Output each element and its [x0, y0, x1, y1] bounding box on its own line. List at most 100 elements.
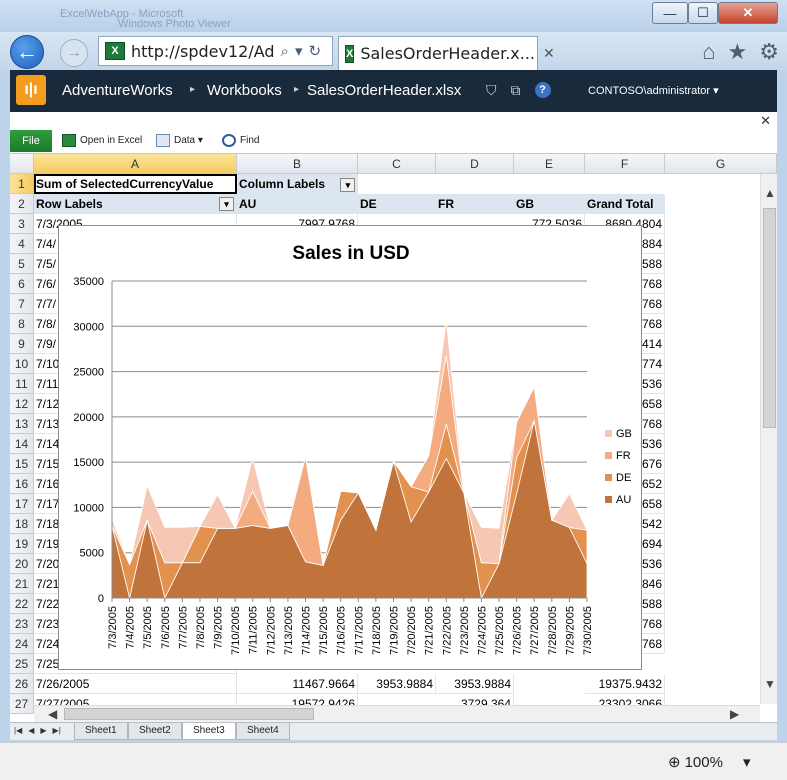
row-header-6[interactable]: 6: [10, 274, 34, 294]
row-header-5[interactable]: 5: [10, 254, 34, 274]
cell-a1[interactable]: Sum of SelectedCurrencyValue: [34, 174, 237, 194]
cell-c2[interactable]: DE: [358, 194, 436, 214]
row-header-20[interactable]: 20: [10, 554, 34, 574]
row-header-22[interactable]: 22: [10, 594, 34, 614]
column-header-c[interactable]: C: [358, 154, 436, 174]
row-label-cell[interactable]: 7/26/2005: [34, 674, 237, 694]
row-header-13[interactable]: 13: [10, 414, 34, 434]
sales-chart[interactable]: Sales in USD 0 5000 10000 15000 20000 25000 30…: [58, 225, 642, 670]
cell-b1[interactable]: Column Labels ▾: [237, 174, 358, 194]
maximize-button[interactable]: ☐: [688, 2, 718, 24]
address-text[interactable]: http://spdev12/Ad: [131, 41, 275, 61]
row-header-21[interactable]: 21: [10, 574, 34, 594]
select-all-corner[interactable]: [10, 154, 34, 174]
vertical-scroll-thumb[interactable]: [763, 208, 776, 428]
row-header-24[interactable]: 24: [10, 634, 34, 654]
forward-button[interactable]: →: [60, 39, 88, 67]
row-header-27[interactable]: 27: [10, 694, 34, 714]
help-icon[interactable]: ?: [534, 82, 551, 98]
refresh-icon[interactable]: ↻: [308, 43, 322, 60]
horizontal-scroll-thumb[interactable]: [64, 708, 314, 720]
cell-e2[interactable]: GB: [514, 194, 585, 214]
horizontal-scrollbar[interactable]: ◀ ▶: [34, 705, 760, 722]
favorites-icon[interactable]: ★: [727, 39, 748, 64]
row-header-14[interactable]: 14: [10, 434, 34, 454]
sheet-nav: |◀ ◀ ▶ ▶|: [14, 726, 61, 735]
row-header-15[interactable]: 15: [10, 454, 34, 474]
row-header-26[interactable]: 26: [10, 674, 34, 694]
cell-d2[interactable]: FR: [436, 194, 514, 214]
row-header-2[interactable]: 2: [10, 194, 34, 214]
vertical-scrollbar[interactable]: ▲ ▼: [760, 174, 777, 704]
next-sheet-icon[interactable]: ▶: [40, 726, 47, 735]
data-menu-button[interactable]: Data ▾: [156, 134, 203, 147]
column-header-g[interactable]: G: [665, 154, 777, 174]
zoom-control[interactable]: ⊕ 100% ▾: [668, 753, 751, 772]
column-filter-icon[interactable]: ▾: [340, 177, 356, 192]
back-button[interactable]: ←: [10, 35, 44, 69]
row-header-19[interactable]: 19: [10, 534, 34, 554]
row-header-3[interactable]: 3: [10, 214, 34, 234]
cell-a2[interactable]: Row Labels ▾: [34, 194, 237, 214]
sheet-tab-1[interactable]: Sheet1: [74, 723, 128, 740]
tools-gear-icon[interactable]: ⚙: [759, 39, 779, 64]
ribbon-close-icon[interactable]: ✕: [760, 113, 771, 128]
row-header-25[interactable]: 25: [10, 654, 34, 674]
scroll-down-icon[interactable]: ▼: [764, 677, 776, 691]
row-header-10[interactable]: 10: [10, 354, 34, 374]
browser-tab[interactable]: X SalesOrderHeader.x... ✕: [338, 36, 555, 70]
column-header-d[interactable]: D: [436, 154, 514, 174]
last-sheet-icon[interactable]: ▶|: [52, 726, 61, 735]
user-menu[interactable]: CONTOSO\administrator ▾: [588, 85, 719, 97]
row-header-1[interactable]: 1: [10, 174, 34, 194]
address-bar[interactable]: X http://spdev12/Ad ⌕ ▾ ↻: [98, 36, 333, 66]
column-header-b[interactable]: B: [237, 154, 358, 174]
scroll-up-icon[interactable]: ▲: [764, 186, 776, 200]
close-window-button[interactable]: ✕: [718, 2, 778, 24]
prev-sheet-icon[interactable]: ◀: [28, 726, 35, 735]
sheet-tab-2[interactable]: Sheet2: [128, 723, 182, 740]
sharepoint-logo[interactable]: ı|ı: [16, 75, 46, 105]
row-filter-icon[interactable]: ▾: [219, 197, 234, 211]
row-header-4[interactable]: 4: [10, 234, 34, 254]
row-header-11[interactable]: 11: [10, 374, 34, 394]
row-header-7[interactable]: 7: [10, 294, 34, 314]
scroll-right-icon[interactable]: ▶: [730, 707, 740, 721]
find-button[interactable]: Find: [222, 134, 259, 147]
minimize-button[interactable]: —: [652, 2, 688, 24]
cell-f2[interactable]: Grand Total: [585, 194, 665, 214]
row-header-18[interactable]: 18: [10, 514, 34, 534]
cell-d26[interactable]: 3953.9884: [436, 674, 514, 694]
sheet-tab-3[interactable]: Sheet3: [182, 723, 236, 740]
tag-icon[interactable]: ⛉: [486, 82, 497, 98]
chevron-down-icon[interactable]: ▾: [294, 43, 303, 60]
cell-c26[interactable]: 3953.9884: [358, 674, 436, 694]
row-header-8[interactable]: 8: [10, 314, 34, 334]
column-header-f[interactable]: F: [585, 154, 665, 174]
open-in-excel-button[interactable]: Open in Excel: [62, 134, 142, 147]
first-sheet-icon[interactable]: |◀: [14, 726, 23, 735]
share-icon[interactable]: ⧉: [510, 82, 521, 98]
row-header-23[interactable]: 23: [10, 614, 34, 634]
column-header-e[interactable]: E: [514, 154, 585, 174]
cell-b26[interactable]: 11467.9664: [237, 674, 358, 694]
tab-close-icon[interactable]: ✕: [543, 45, 555, 61]
home-icon[interactable]: ⌂: [702, 39, 716, 64]
x-tick-label: 7/8/2005: [195, 606, 207, 649]
sheet-tab-4[interactable]: Sheet4: [236, 723, 290, 740]
cell-b2[interactable]: AU: [237, 194, 358, 214]
row-header-9[interactable]: 9: [10, 334, 34, 354]
zoom-dropdown-icon[interactable]: ▾: [742, 754, 751, 771]
column-header-a[interactable]: A: [34, 154, 237, 174]
cell-f26[interactable]: 19375.9432: [585, 674, 665, 694]
breadcrumb-site[interactable]: AdventureWorks: [62, 82, 173, 99]
file-button[interactable]: File: [10, 130, 52, 152]
search-icon[interactable]: ⌕: [280, 42, 289, 60]
tab-title[interactable]: SalesOrderHeader.x...: [360, 44, 535, 63]
x-tick-label: 7/16/2005: [336, 606, 348, 655]
breadcrumb-library[interactable]: Workbooks: [207, 82, 282, 99]
row-header-16[interactable]: 16: [10, 474, 34, 494]
row-header-17[interactable]: 17: [10, 494, 34, 514]
scroll-left-icon[interactable]: ◀: [48, 707, 58, 721]
row-header-12[interactable]: 12: [10, 394, 34, 414]
